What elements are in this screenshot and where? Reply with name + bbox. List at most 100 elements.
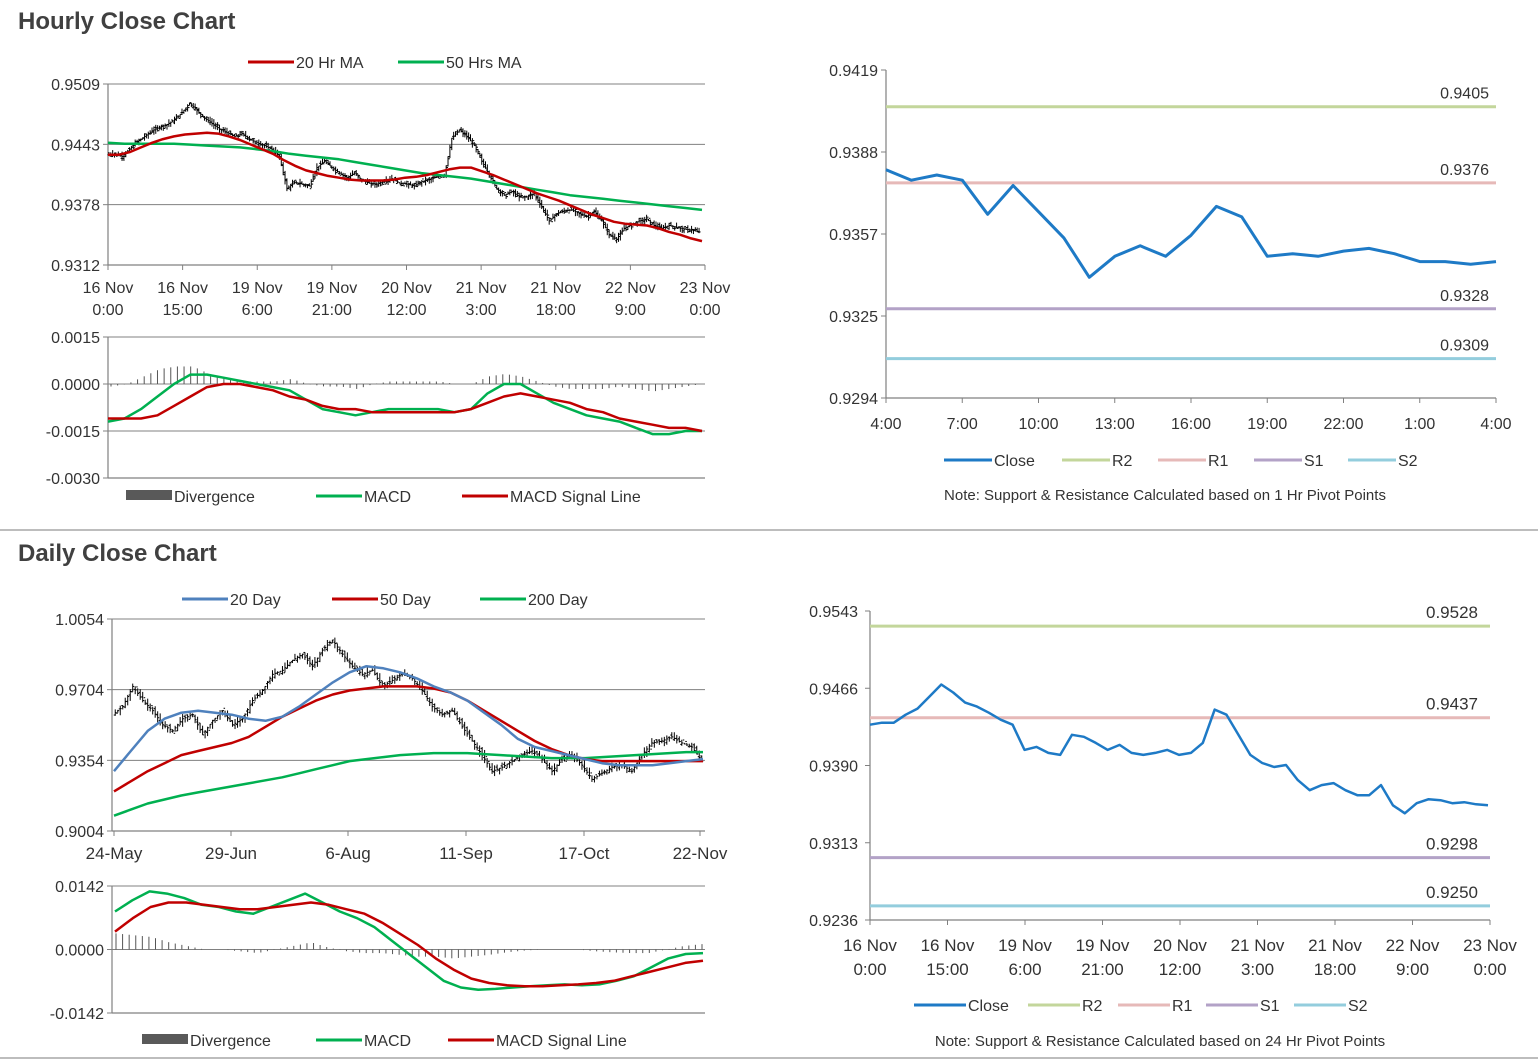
x-tick-label: 12:00	[1159, 960, 1202, 979]
x-tick-label: 16 Nov	[83, 280, 134, 297]
y-tick-label: -0.0030	[46, 471, 100, 488]
y-tick-label: 0.9354	[55, 753, 104, 770]
bottom-divider	[0, 1057, 1538, 1059]
x-tick-label: 6:00	[242, 302, 273, 319]
legend-divergence-label: Divergence	[174, 489, 255, 506]
y-tick-label: 0.9543	[809, 604, 858, 621]
x-tick-label: 10:00	[1018, 416, 1058, 433]
legend-signal-label: MACD Signal Line	[510, 489, 641, 506]
x-tick-label: 3:00	[466, 302, 497, 319]
x-tick-label: 19 Nov	[1076, 936, 1130, 955]
legend-200-day-label: 200 Day	[528, 592, 588, 609]
legend-50-day-label: 50 Day	[380, 592, 431, 609]
legend-macd-label: MACD	[364, 1033, 411, 1050]
x-tick-label: 9:00	[1396, 960, 1429, 979]
y-tick-label: 0.9390	[809, 759, 858, 776]
x-tick-label: 1:00	[1404, 416, 1435, 433]
x-tick-label: 4:00	[870, 416, 901, 433]
legend-r2-label: R2	[1082, 998, 1103, 1015]
legend-s2-label: S2	[1348, 998, 1368, 1015]
y-tick-label: 0.9294	[829, 391, 878, 408]
x-tick-label: 15:00	[163, 302, 203, 319]
pivot-note: Note: Support & Resistance Calculated ba…	[944, 487, 1386, 504]
x-tick-label: 16 Nov	[921, 936, 975, 955]
level-r2-label: 0.9528	[1426, 603, 1478, 622]
legend-signal-label: MACD Signal Line	[496, 1033, 627, 1050]
macd-line	[107, 373, 702, 436]
y-tick-label: 0.9313	[809, 836, 858, 853]
ma20-line	[108, 131, 703, 243]
legend-macd-label: MACD	[364, 489, 411, 506]
close-line	[885, 168, 1497, 279]
x-tick-label: 19:00	[1247, 416, 1287, 433]
x-tick-label: 6:00	[1008, 960, 1041, 979]
hourly-macd-chart: 0.0015 0.0000 -0.0015 -0.0030 Divergence MACD…	[46, 330, 705, 506]
ma50-line	[113, 685, 703, 793]
x-tick-label: 6-Aug	[325, 844, 370, 863]
level-s1-label: 0.9328	[1440, 288, 1489, 305]
y-tick-label: 0.9704	[55, 683, 104, 700]
x-tick-label: 21:00	[1081, 960, 1124, 979]
y-tick-label: 0.9236	[809, 913, 858, 930]
x-tick-label: 21 Nov	[1308, 936, 1362, 955]
y-tick-label: -0.0015	[46, 424, 100, 441]
legend-divergence-swatch	[126, 490, 172, 500]
x-tick-label: 16 Nov	[157, 280, 208, 297]
level-r2-label: 0.9405	[1440, 86, 1489, 103]
ma50-line	[107, 141, 703, 212]
x-tick-label: 21:00	[312, 302, 352, 319]
level-s2-label: 0.9309	[1440, 338, 1489, 355]
pivot-note: Note: Support & Resistance Calculated ba…	[935, 1033, 1385, 1050]
x-tick-label: 16 Nov	[843, 936, 897, 955]
legend-close-label: Close	[994, 453, 1035, 470]
x-tick-label: 0:00	[853, 960, 886, 979]
macd-signal-line	[108, 382, 703, 433]
x-tick-label: 21 Nov	[530, 280, 581, 297]
y-tick-label: 0.9509	[51, 77, 100, 94]
legend-s1-label: S1	[1304, 453, 1324, 470]
x-tick-label: 18:00	[1314, 960, 1357, 979]
y-tick-label: -0.0142	[50, 1006, 104, 1023]
y-tick-label: 0.9004	[55, 824, 104, 841]
x-tick-label: 19 Nov	[307, 280, 358, 297]
legend-r2-label: R2	[1112, 453, 1133, 470]
ma20-line	[113, 664, 704, 772]
x-tick-label: 22 Nov	[1386, 936, 1440, 955]
level-r1-label: 0.9437	[1426, 695, 1478, 714]
x-tick-label: 7:00	[947, 416, 978, 433]
level-s2-label: 0.9250	[1426, 883, 1478, 902]
legend-s2-label: S2	[1398, 453, 1418, 470]
x-tick-label: 16:00	[1171, 416, 1211, 433]
y-tick-label: 0.0142	[55, 879, 104, 896]
x-tick-label: 22-Nov	[673, 844, 728, 863]
daily-section-title: Daily Close Chart	[18, 540, 217, 567]
legend-20-day-label: 20 Day	[230, 592, 281, 609]
y-tick-label: 0.0015	[51, 330, 100, 347]
x-tick-label: 22 Nov	[605, 280, 656, 297]
daily-pivot-chart: 0.9543 0.9466 0.9390 0.9313 0.9236 16 Nov 0:00…	[809, 603, 1517, 1050]
x-tick-label: 13:00	[1095, 416, 1135, 433]
legend-50hrs-ma-label: 50 Hrs MA	[446, 55, 522, 72]
y-tick-label: 0.9325	[829, 309, 878, 326]
legend-20hr-ma-label: 20 Hr MA	[296, 55, 364, 72]
y-tick-label: 0.9443	[51, 137, 100, 154]
legend-s1-label: S1	[1260, 998, 1280, 1015]
y-tick-label: 0.9466	[809, 681, 858, 698]
y-tick-label: 1.0054	[55, 612, 104, 629]
hourly-section-title: Hourly Close Chart	[18, 8, 236, 35]
level-s1-label: 0.9298	[1426, 835, 1478, 854]
x-tick-label: 29-Jun	[205, 844, 257, 863]
level-r1-label: 0.9376	[1440, 162, 1489, 179]
x-tick-label: 19 Nov	[232, 280, 283, 297]
x-tick-label: 21 Nov	[1231, 936, 1285, 955]
x-tick-label: 18:00	[536, 302, 576, 319]
x-tick-label: 0:00	[689, 302, 720, 319]
y-tick-label: 0.9419	[829, 63, 878, 80]
y-tick-label: 0.9357	[829, 227, 878, 244]
hourly-price-chart: 0.9509 0.9443 0.9378 0.9312 16 Nov 0:00 16 Nov…	[51, 55, 730, 319]
x-tick-label: 11-Sep	[439, 844, 493, 863]
x-tick-label: 23 Nov	[1463, 936, 1517, 955]
x-tick-label: 23 Nov	[680, 280, 731, 297]
section-divider	[0, 529, 1538, 531]
